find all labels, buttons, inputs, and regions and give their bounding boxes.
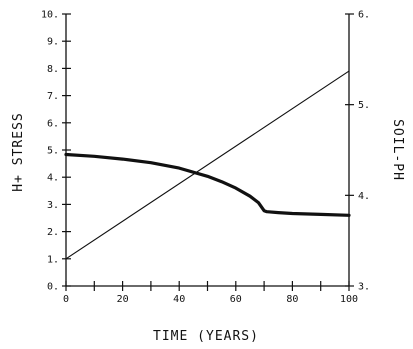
y-left-tick-label: 1. bbox=[47, 254, 59, 265]
soil-ph-line bbox=[64, 152, 351, 217]
axes bbox=[65, 14, 350, 287]
h-stress-line bbox=[65, 70, 350, 260]
y-left-tick-label: 8. bbox=[47, 64, 59, 75]
y-right-tick-label: 6. bbox=[358, 10, 370, 21]
x-axis-title: TIME (YEARS) bbox=[153, 329, 259, 344]
x-tick-label: 60 bbox=[230, 294, 242, 305]
x-tick-label: 80 bbox=[286, 294, 298, 305]
y-axis-left-title: H+ STRESS bbox=[11, 112, 26, 191]
x-tick-label: 20 bbox=[117, 294, 129, 305]
ticks: 0. 1. 2. 3. 4. 5. 6. 7. 8. 9. 10. 3. 4. 5. 6. 0 20 40 60 80… bbox=[41, 10, 370, 306]
y-left-tick-label: 4. bbox=[47, 173, 59, 184]
y-left-tick-label: 0. bbox=[47, 282, 59, 293]
y-left-tick-label: 6. bbox=[47, 118, 59, 129]
x-tick-label: 0 bbox=[63, 294, 69, 305]
y-axis-right-title: SOIL-PH bbox=[390, 119, 405, 181]
y-right-tick-label: 4. bbox=[358, 191, 370, 202]
x-tick-label: 100 bbox=[340, 294, 358, 305]
y-right-tick-label: 5. bbox=[358, 100, 370, 111]
y-left-tick-label: 7. bbox=[47, 91, 59, 102]
y-left-tick-label: 10. bbox=[41, 10, 59, 21]
series-group bbox=[64, 70, 351, 260]
y-left-tick-label: 5. bbox=[47, 146, 59, 157]
x-tick-label: 40 bbox=[173, 294, 185, 305]
y-right-tick-label: 3. bbox=[358, 282, 370, 293]
y-left-tick-label: 3. bbox=[47, 200, 59, 211]
y-left-tick-label: 2. bbox=[47, 227, 59, 238]
y-left-tick-label: 9. bbox=[47, 37, 59, 48]
